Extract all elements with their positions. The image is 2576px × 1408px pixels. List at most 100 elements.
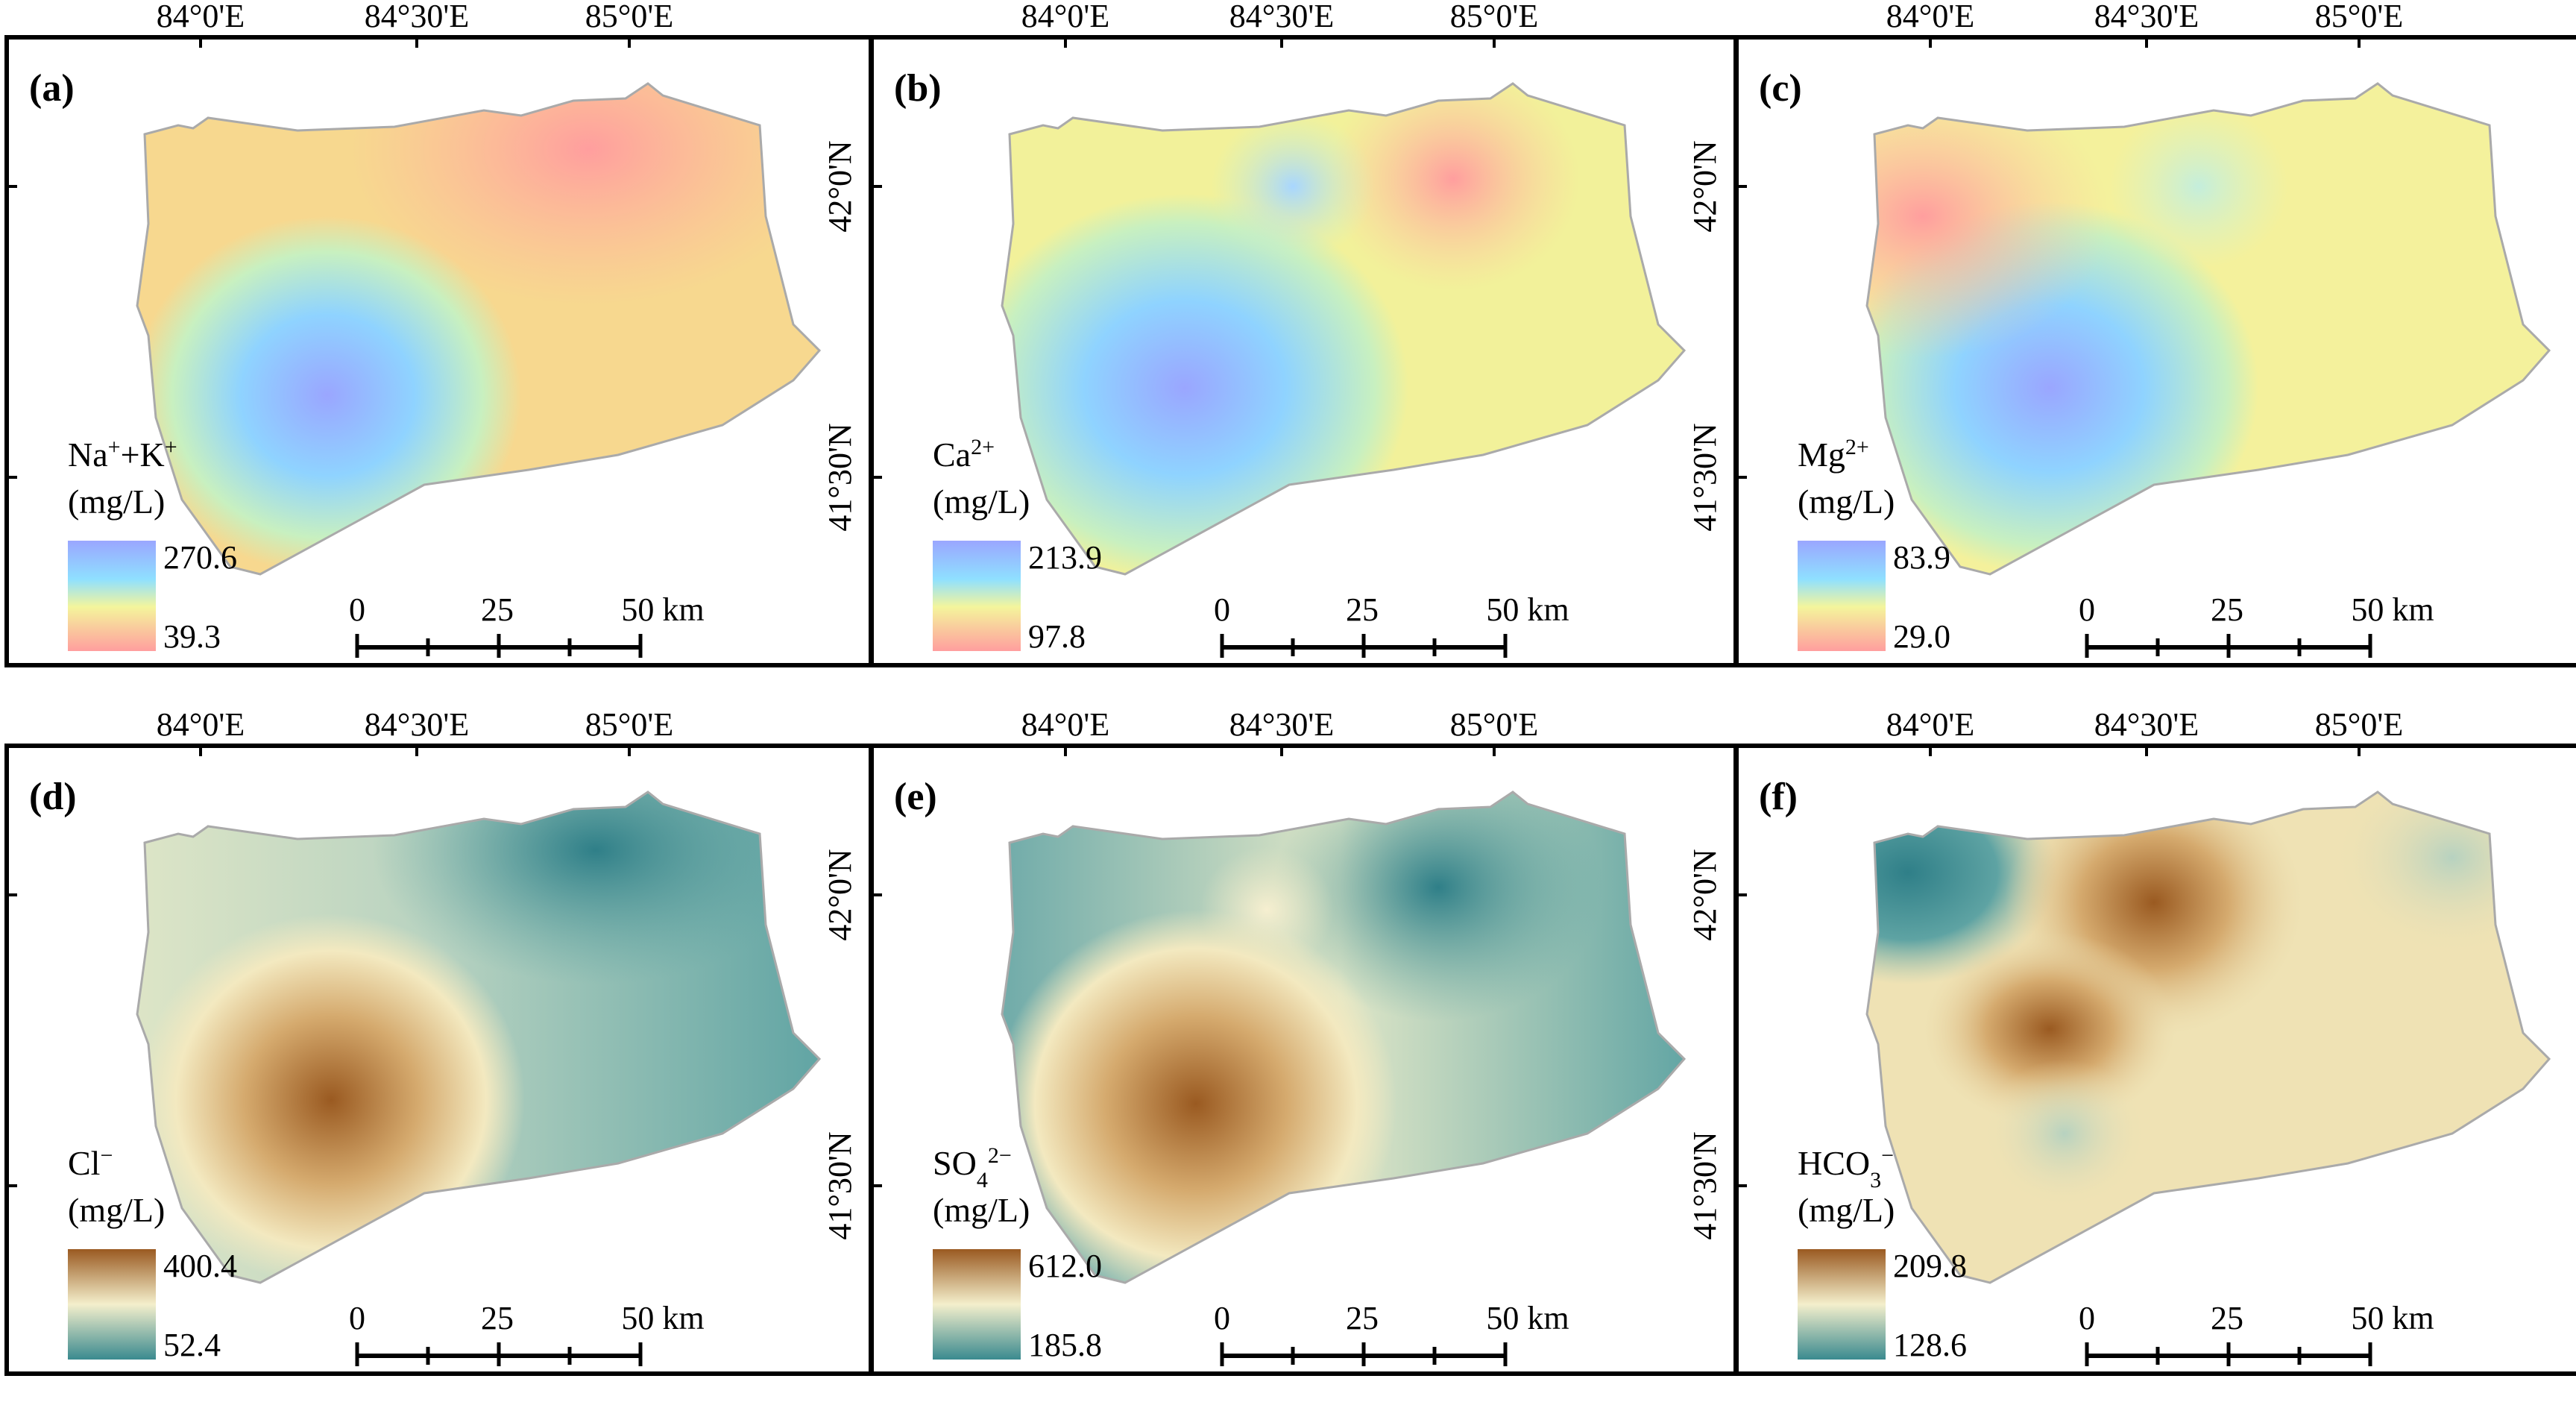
lat-label: 41°30'N [1687,1131,1723,1239]
svg-text:(mg/L): (mg/L) [1798,483,1895,521]
svg-text:50 km: 50 km [621,591,704,628]
lon-label: 84°30'E [365,0,469,34]
svg-text:25: 25 [1346,1300,1379,1336]
svg-text:(mg/L): (mg/L) [68,483,165,521]
region-outline [1001,82,1687,576]
svg-text:0: 0 [1214,1300,1230,1336]
legend: SO42− (mg/L) 612.0 185.8 [933,1143,1102,1363]
lon-label: 85°0'E [2315,706,2403,743]
panel-d: (d) 84°0'E 84°30'E 85°0'E 42°0'N 41°30'N… [4,706,873,1376]
svg-text:83.9: 83.9 [1893,539,1950,576]
svg-text:(mg/L): (mg/L) [933,483,1030,521]
svg-text:Na++K+: Na++K+ [68,435,177,474]
svg-text:209.8: 209.8 [1893,1248,1967,1284]
lon-label: 84°0'E [1886,0,1974,34]
legend: Ca2+ (mg/L) 213.9 97.8 [933,435,1102,655]
lon-label: 85°0'E [1450,0,1538,34]
map-surface [1867,84,2549,574]
svg-text:0: 0 [1214,591,1230,628]
svg-text:25: 25 [481,591,514,628]
svg-text:612.0: 612.0 [1028,1248,1102,1284]
lat-label: 42°0'N [822,140,858,232]
region-outline [1865,82,2551,576]
lat-label: 41°30'N [822,1131,858,1239]
lon-label: 84°30'E [2094,706,2199,743]
svg-text:25: 25 [2211,1300,2243,1336]
scale-bar: 0 25 50 km [349,1300,705,1366]
lon-label: 85°0'E [585,0,673,34]
panel-tag: (a) [29,67,75,110]
lat-label: 41°30'N [1687,423,1723,531]
lon-label: 84°30'E [2094,0,2199,34]
panel-a: (a) 84°0'E 84°30'E 85°0'E 42°0'N 41°30'N… [4,0,873,667]
svg-text:50 km: 50 km [621,1300,704,1336]
scale-bar: 0 25 50 km [349,591,705,658]
lon-label: 84°0'E [1021,0,1109,34]
svg-text:97.8: 97.8 [1028,618,1086,655]
scale-bar: 0 25 50 km [2079,1300,2434,1366]
svg-text:50 km: 50 km [1486,1300,1569,1336]
svg-text:25: 25 [481,1300,514,1336]
panel-f: (f) 84°0'E 84°30'E 85°0'E 42°0'N 41°30'N… [1687,706,2576,1376]
panel-e: (e) 84°0'E 84°30'E 85°0'E 42°0'N 41°30'N… [822,706,1738,1376]
panel-tag: (b) [894,67,942,110]
region-outline [136,82,822,576]
svg-text:Ca2+: Ca2+ [933,435,995,474]
lon-label: 85°0'E [585,706,673,743]
region-outline [1865,791,2551,1284]
svg-text:50 km: 50 km [2351,591,2434,628]
panel-tag: (d) [29,776,77,818]
scale-bar: 0 25 50 km [2079,591,2434,658]
svg-text:0: 0 [2079,1300,2095,1336]
svg-text:(mg/L): (mg/L) [68,1191,165,1229]
panel-b: (b) 84°0'E 84°30'E 85°0'E 42°0'N 41°30'N… [822,0,1738,667]
lat-label: 42°0'N [822,849,858,940]
lon-label: 85°0'E [1450,706,1538,743]
panel-tag: (e) [894,776,937,818]
legend: Mg2+ (mg/L) 83.9 29.0 [1798,435,1950,655]
legend: Na++K+ (mg/L) 270.6 39.3 [68,435,237,655]
svg-text:0: 0 [349,1300,365,1336]
svg-text:(mg/L): (mg/L) [1798,1191,1895,1229]
svg-text:0: 0 [349,591,365,628]
svg-text:400.4: 400.4 [163,1248,237,1284]
svg-text:50 km: 50 km [1486,591,1569,628]
svg-text:SO42−: SO42− [933,1143,1012,1192]
svg-text:39.3: 39.3 [163,618,221,655]
svg-text:25: 25 [1346,591,1379,628]
svg-text:185.8: 185.8 [1028,1327,1102,1363]
lat-label: 42°0'N [1687,849,1723,940]
lon-label: 84°30'E [1229,0,1334,34]
svg-text:52.4: 52.4 [163,1327,221,1363]
lon-label: 85°0'E [2315,0,2403,34]
lon-label: 84°0'E [1021,706,1109,743]
lon-label: 84°0'E [157,706,245,743]
scale-bar: 0 25 50 km [1214,1300,1569,1366]
svg-text:HCO3−: HCO3− [1798,1143,1894,1192]
lat-label: 41°30'N [822,423,858,531]
svg-text:0: 0 [2079,591,2095,628]
svg-text:25: 25 [2211,591,2243,628]
legend: HCO3− (mg/L) 209.8 128.6 [1798,1143,1967,1363]
panel-tag: (f) [1759,776,1798,818]
region-outline [136,791,822,1284]
lon-label: 84°0'E [1886,706,1974,743]
lon-label: 84°0'E [157,0,245,34]
svg-text:128.6: 128.6 [1893,1327,1967,1363]
svg-text:29.0: 29.0 [1893,618,1950,655]
legend: Cl− (mg/L) 400.4 52.4 [68,1143,237,1363]
lon-label: 84°30'E [365,706,469,743]
svg-text:270.6: 270.6 [163,539,237,576]
svg-text:(mg/L): (mg/L) [933,1191,1030,1229]
svg-text:213.9: 213.9 [1028,539,1102,576]
lon-label: 84°30'E [1229,706,1334,743]
scale-bar: 0 25 50 km [1214,591,1569,658]
panel-tag: (c) [1759,67,1802,110]
region-outline [1001,791,1687,1284]
svg-text:Cl−: Cl− [68,1143,113,1183]
panel-c: (c) 84°0'E 84°30'E 85°0'E 42°0'N 41°30'N… [1687,0,2576,667]
lat-label: 42°0'N [1687,140,1723,232]
svg-text:50 km: 50 km [2351,1300,2434,1336]
svg-text:Mg2+: Mg2+ [1798,435,1869,474]
